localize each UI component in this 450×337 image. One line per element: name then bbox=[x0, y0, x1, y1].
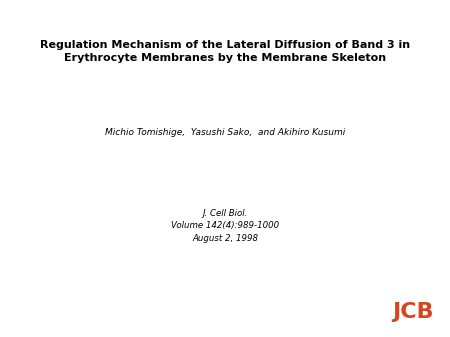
Text: J. Cell Biol.
Volume 142(4):989-1000
August 2, 1998: J. Cell Biol. Volume 142(4):989-1000 Aug… bbox=[171, 209, 279, 243]
Text: Michio Tomishige,  Yasushi Sako,  and Akihiro Kusumi: Michio Tomishige, Yasushi Sako, and Akih… bbox=[105, 128, 345, 137]
Text: Regulation Mechanism of the Lateral Diffusion of Band 3 in
Erythrocyte Membranes: Regulation Mechanism of the Lateral Diff… bbox=[40, 40, 410, 63]
Text: JCB: JCB bbox=[392, 302, 434, 322]
